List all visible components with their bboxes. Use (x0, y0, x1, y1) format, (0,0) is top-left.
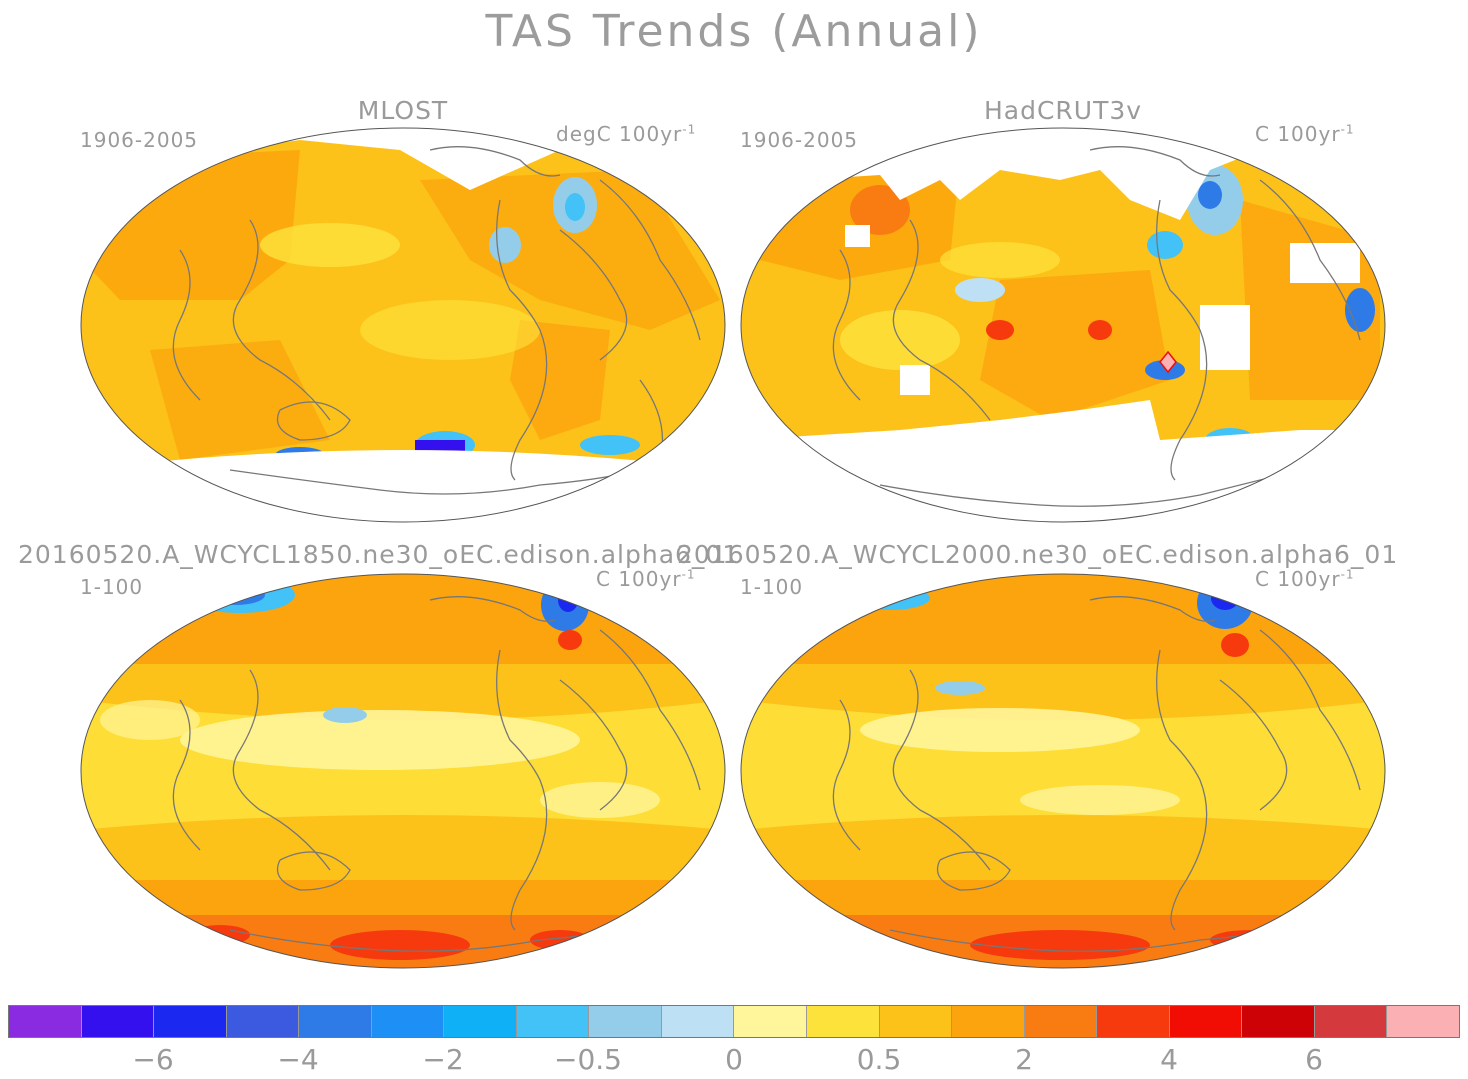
colorbar-swatch (661, 1006, 735, 1037)
units-label-hadcrut: C 100yr-1 (1255, 122, 1355, 146)
colorbar-swatch (1097, 1006, 1170, 1037)
period-label-mlost: 1906-2005 (80, 128, 199, 152)
colorbar-tick: 4 (1160, 1043, 1178, 1076)
colorbar-swatch (1024, 1006, 1098, 1037)
map-model-1850 (81, 574, 725, 968)
colorbar-swatch (81, 1006, 155, 1037)
units-label-model-2000: C 100yr-1 (1255, 567, 1355, 591)
map-model-1850-border (80, 573, 726, 969)
panel-title-mlost: MLOST (357, 96, 449, 125)
panel-title-model-2000: 20160520.A_WCYCL2000.ne30_oEC.edison.alp… (677, 540, 1399, 569)
colorbar-tick: −2 (422, 1043, 464, 1076)
colorbar-swatch (444, 1006, 517, 1037)
map-hadcrut (741, 128, 1385, 522)
map-panels (80, 127, 1386, 969)
colorbar-swatch (154, 1006, 227, 1037)
panel-title-model-1850: 20160520.A_WCYCL1850.ne30_oEC.edison.alp… (18, 540, 740, 569)
figure-title: TAS Trends (Annual) (485, 6, 983, 57)
colorbar-swatch (299, 1006, 372, 1037)
colorbar-tick: −6 (132, 1043, 174, 1076)
units-label-model-1850: C 100yr-1 (596, 567, 696, 591)
colorbar-swatch (952, 1006, 1025, 1037)
panel-title-hadcrut: HadCRUT3v (983, 96, 1143, 125)
map-mlost-border (80, 127, 726, 523)
period-label-hadcrut: 1906-2005 (740, 128, 859, 152)
colorbar-swatch (1387, 1006, 1459, 1037)
colorbar-swatch (807, 1006, 880, 1037)
colorbar-swatch (589, 1006, 662, 1037)
colorbar-tick: −0.5 (554, 1043, 622, 1076)
map-mlost (81, 128, 725, 522)
colorbar-tick: 6 (1305, 1043, 1323, 1076)
colorbar-swatch (516, 1006, 590, 1037)
colorbar-swatch (1314, 1006, 1388, 1037)
map-model-2000 (741, 574, 1385, 968)
colorbar-tick: 2 (1015, 1043, 1033, 1076)
colorbar (8, 1005, 1460, 1038)
colorbar-swatch (1242, 1006, 1315, 1037)
period-label-model-1850: 1-100 (80, 575, 144, 599)
colorbar-swatch (9, 1006, 82, 1037)
colorbar-tick: 0 (725, 1043, 743, 1076)
colorbar-tick: −4 (277, 1043, 319, 1076)
colorbar-tick: 0.5 (856, 1043, 902, 1076)
colorbar-swatch (1169, 1006, 1243, 1037)
units-label-mlost: degC 100yr-1 (556, 122, 697, 146)
colorbar-swatch (226, 1006, 300, 1037)
period-label-model-2000: 1-100 (740, 575, 804, 599)
map-hadcrut-border (740, 127, 1386, 523)
colorbar-swatch (879, 1006, 953, 1037)
map-model-2000-border (740, 573, 1386, 969)
colorbar-swatch (371, 1006, 445, 1037)
colorbar-swatch (734, 1006, 808, 1037)
